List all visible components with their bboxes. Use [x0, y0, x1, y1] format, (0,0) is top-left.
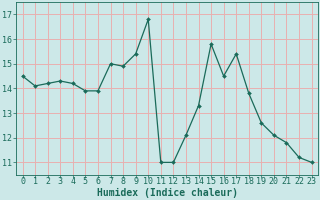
X-axis label: Humidex (Indice chaleur): Humidex (Indice chaleur) — [97, 188, 237, 198]
